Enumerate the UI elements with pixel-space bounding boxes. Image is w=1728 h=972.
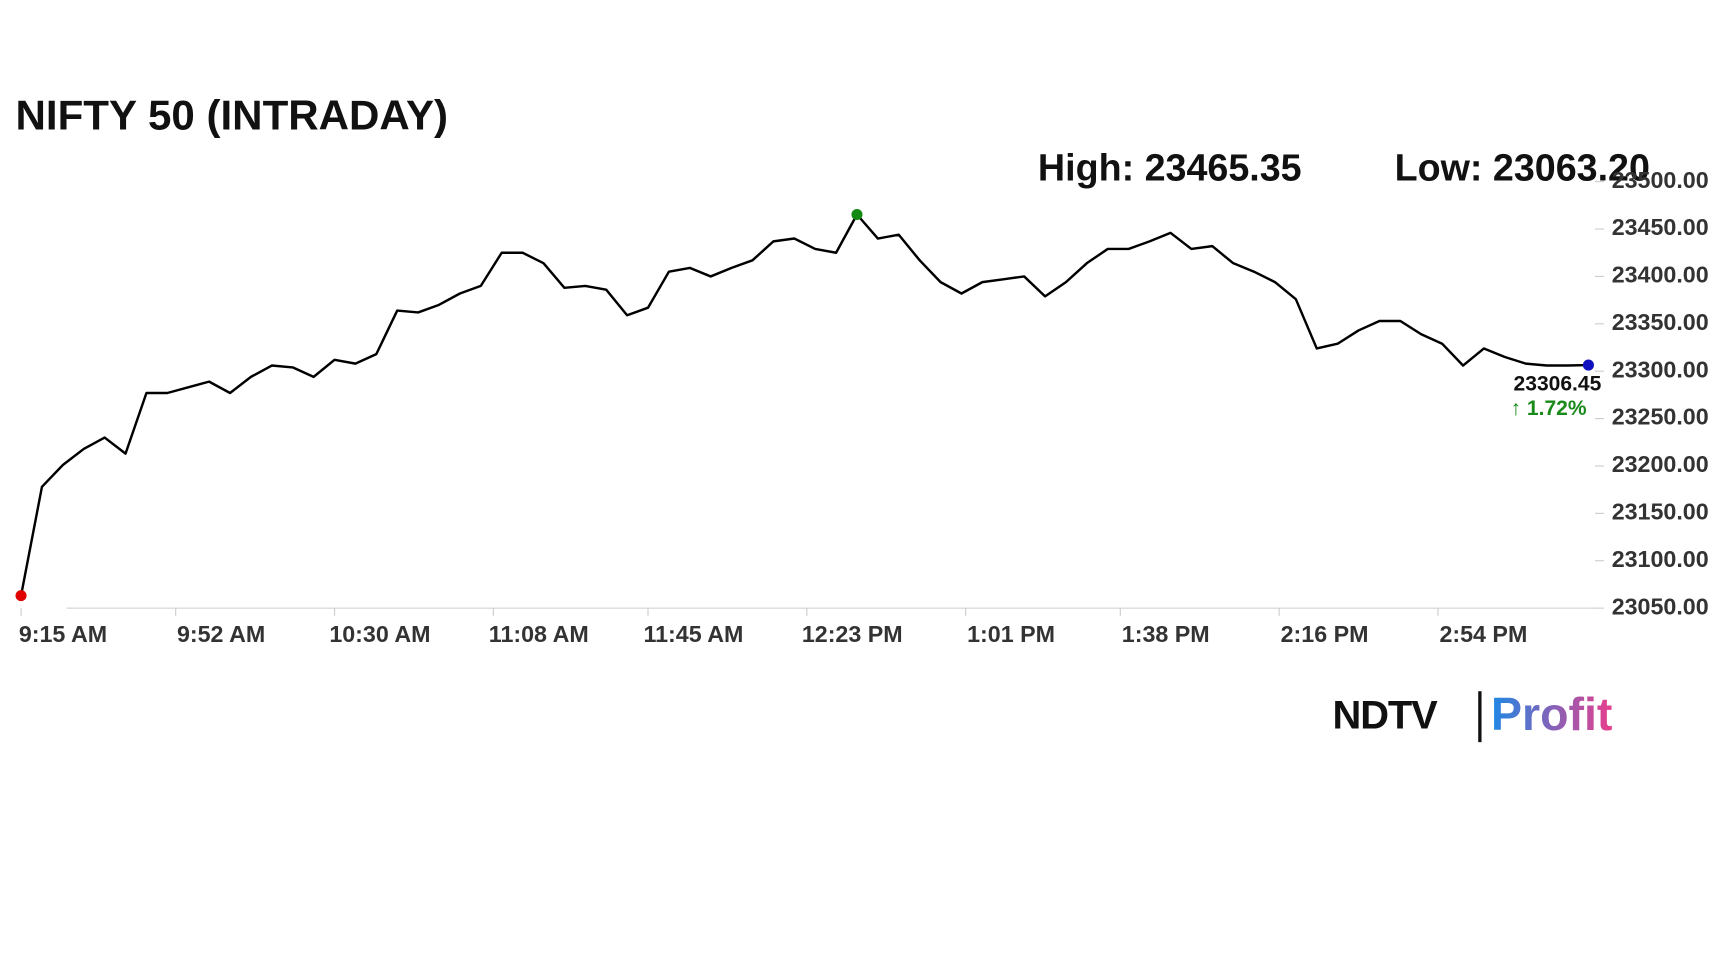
- y-tick-label: 23200.00: [1612, 451, 1709, 477]
- x-tick-label: 12:23 PM: [802, 621, 903, 647]
- y-tick-label: 23250.00: [1612, 404, 1709, 430]
- low-annotation: Low: 23063.20: [1395, 147, 1650, 189]
- x-tick-label: 2:54 PM: [1439, 621, 1527, 647]
- y-tick-label: 23450.00: [1612, 214, 1709, 240]
- x-tick-label: 9:52 AM: [177, 621, 265, 647]
- high-dot: [851, 208, 863, 221]
- low-dot: [15, 590, 27, 602]
- last-dot: [1582, 359, 1594, 371]
- x-tick-label: 11:45 AM: [643, 621, 743, 647]
- y-tick-label: 23350.00: [1612, 309, 1709, 335]
- high-annotation: High: 23465.35: [1038, 147, 1302, 189]
- chart-title: NIFTY 50 (INTRADAY): [16, 92, 449, 139]
- y-tick-label: 23500.00: [1612, 167, 1709, 193]
- change-label: ↑ 1.72%: [1511, 397, 1587, 420]
- y-tick-label: 23050.00: [1612, 593, 1709, 619]
- y-tick-label: 23400.00: [1612, 262, 1709, 288]
- y-tick-label: 23100.00: [1612, 546, 1709, 572]
- x-tick-label: 10:30 AM: [329, 621, 430, 647]
- x-tick-label: 9:15 AM: [19, 621, 107, 647]
- x-tick-label: 1:38 PM: [1122, 621, 1210, 647]
- x-tick-label: 2:16 PM: [1281, 621, 1369, 647]
- x-tick-label: 1:01 PM: [967, 621, 1055, 647]
- y-tick-label: 23150.00: [1612, 498, 1709, 524]
- last-value-label: 23306.45: [1514, 373, 1602, 396]
- y-tick-label: 23300.00: [1612, 356, 1709, 382]
- price-line: [19, 213, 1589, 596]
- logo: NDTV: [1333, 693, 1439, 737]
- logo-suffix: Profit: [1491, 688, 1612, 740]
- x-tick-label: 11:08 AM: [489, 621, 589, 647]
